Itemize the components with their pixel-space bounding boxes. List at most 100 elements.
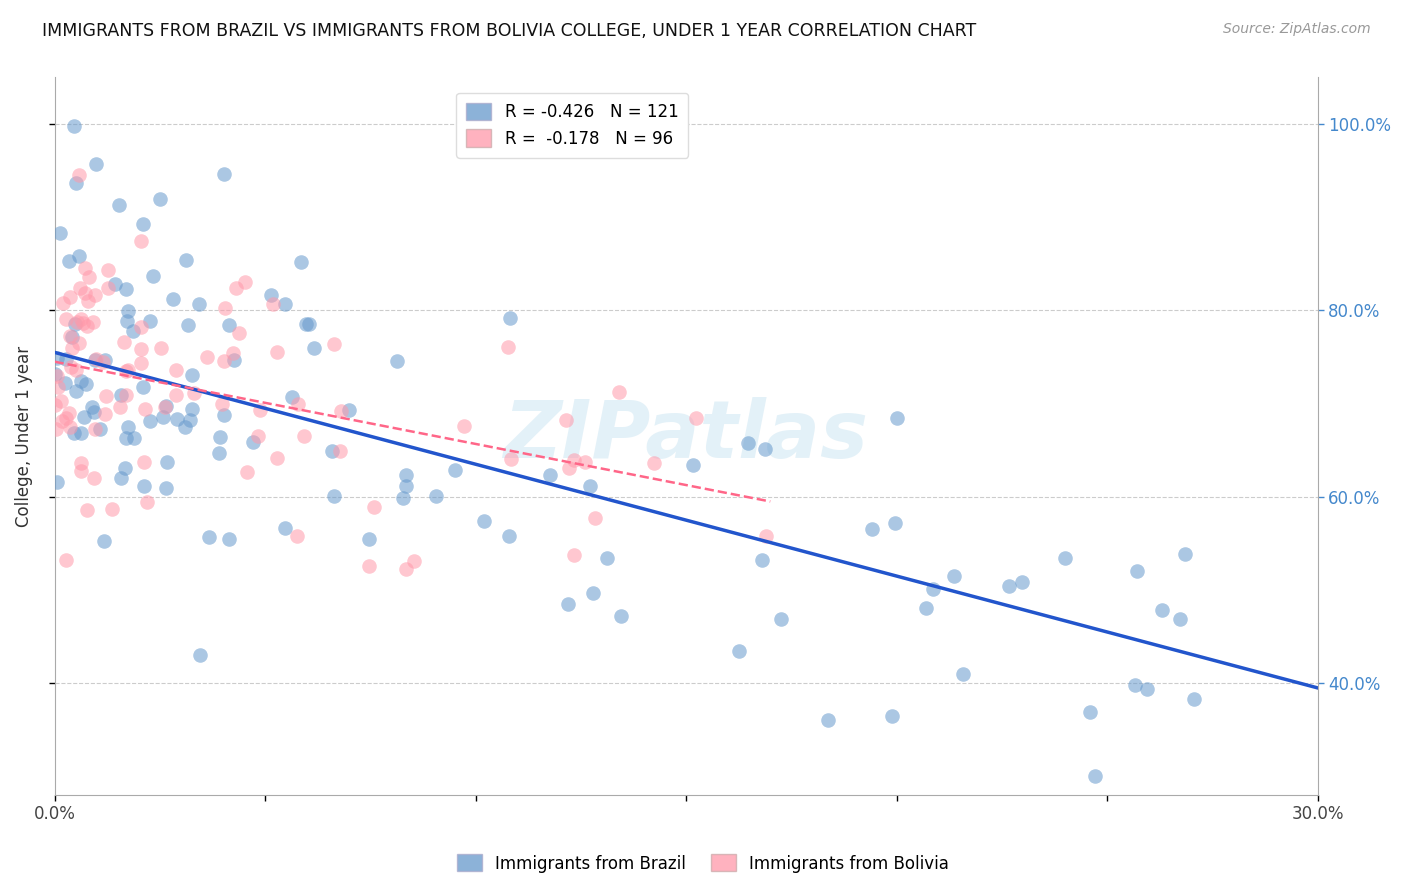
Point (142, 269, 165, 284)
Point (453, 419, 475, 434)
Point (117, 363, 139, 377)
Point (75, 377, 97, 392)
Point (1174, 547, 1197, 561)
Point (97, 281, 120, 295)
Point (1125, 564, 1147, 578)
Point (425, 489, 447, 503)
Point (165, 387, 187, 401)
Point (63, 317, 86, 331)
Point (122, 324, 145, 338)
Point (46, 380, 69, 394)
Point (58, 254, 80, 268)
Point (49, 227, 72, 241)
Point (115, 388, 138, 402)
Point (242, 435, 264, 450)
Point (884, 516, 907, 530)
Point (76, 319, 98, 334)
Point (131, 356, 153, 370)
Point (285, 529, 308, 543)
Text: IMMIGRANTS FROM BRAZIL VS IMMIGRANTS FROM BOLIVIA COLLEGE, UNDER 1 YEAR CORRELAT: IMMIGRANTS FROM BRAZIL VS IMMIGRANTS FRO… (42, 22, 976, 40)
Point (685, 411, 707, 425)
Point (302, 341, 325, 355)
Point (70, 456, 93, 470)
Point (322, 489, 344, 503)
Point (643, 456, 665, 470)
Point (65, 384, 87, 399)
Legend: Immigrants from Brazil, Immigrants from Bolivia: Immigrants from Brazil, Immigrants from … (450, 847, 956, 880)
Point (235, 276, 257, 290)
Point (337, 403, 360, 417)
Point (558, 461, 581, 475)
Point (176, 318, 198, 332)
Point (236, 465, 259, 479)
Point (392, 491, 415, 505)
Point (155, 399, 177, 413)
Point (579, 479, 602, 493)
Point (596, 550, 619, 565)
Point (83, 288, 105, 302)
Point (70, 426, 93, 441)
Point (46, 475, 69, 490)
Point (59, 329, 82, 343)
Point (80, 400, 103, 414)
Point (77, 269, 100, 284)
Point (53, 376, 76, 390)
Point (152, 409, 174, 424)
Point (60, 330, 83, 344)
Point (564, 453, 586, 467)
Point (574, 455, 596, 469)
Point (1054, 551, 1077, 566)
Point (82, 315, 104, 329)
Point (330, 404, 353, 418)
Point (83, 471, 105, 485)
Point (55, 352, 77, 367)
Point (83, 405, 105, 419)
Point (84, 157, 107, 171)
Legend: R = -0.426   N = 121, R =  -0.178   N = 96: R = -0.426 N = 121, R = -0.178 N = 96 (457, 93, 689, 158)
Point (70, 464, 93, 478)
Point (1083, 769, 1105, 783)
Point (73, 285, 96, 300)
Point (564, 548, 586, 562)
Point (60, 341, 83, 355)
Point (180, 368, 202, 382)
Point (610, 609, 633, 624)
Point (112, 335, 135, 350)
Point (72, 316, 94, 330)
Point (131, 320, 153, 334)
Point (357, 532, 380, 546)
Point (76, 503, 98, 517)
Point (134, 478, 156, 492)
Point (149, 192, 172, 206)
Point (1011, 574, 1033, 589)
Text: Source: ZipAtlas.com: Source: ZipAtlas.com (1223, 22, 1371, 37)
Point (155, 481, 177, 495)
Point (94, 353, 117, 368)
Point (395, 562, 418, 576)
Point (46, 351, 69, 365)
Point (63, 120, 86, 134)
Point (1170, 612, 1192, 626)
Point (538, 468, 561, 483)
Point (751, 553, 773, 567)
Point (183, 386, 205, 401)
Point (156, 455, 179, 469)
Point (139, 314, 162, 328)
Point (165, 363, 187, 377)
Point (211, 397, 233, 411)
Point (110, 400, 132, 414)
Point (582, 586, 605, 600)
Point (880, 709, 903, 723)
Point (228, 326, 250, 341)
Point (135, 495, 157, 509)
Point (209, 430, 232, 444)
Point (214, 301, 236, 315)
Point (321, 443, 343, 458)
Point (281, 390, 304, 404)
Point (682, 458, 704, 472)
Point (499, 452, 522, 467)
Point (93, 533, 115, 548)
Point (51, 295, 73, 310)
Point (260, 288, 283, 302)
Point (58, 406, 80, 420)
